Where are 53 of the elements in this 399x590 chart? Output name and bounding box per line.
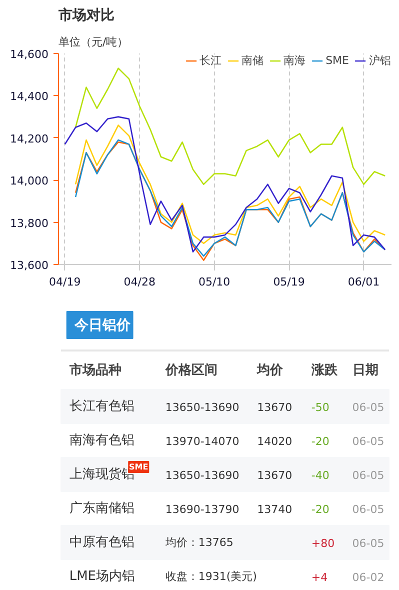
category-label: 价格区间: [164, 363, 218, 378]
y-tick-label: 14,200: [10, 132, 49, 146]
text: -20: [311, 503, 330, 516]
text: -40: [311, 469, 330, 482]
text: 均价：13765: [165, 536, 234, 549]
y-tick-label: 13,800: [10, 216, 49, 230]
text: 06-05: [352, 435, 384, 448]
legend-label: 沪铝: [369, 53, 391, 68]
legend-label: 南储: [242, 53, 264, 68]
legend-label: 长江: [200, 53, 222, 68]
text: -50: [311, 401, 330, 414]
x-tick-label: 05/10: [198, 276, 230, 288]
text: 收盘：1931(美元): [165, 570, 257, 583]
x-tick-label: 06/01: [348, 276, 380, 288]
x-tick-label: 05/19: [273, 276, 305, 288]
category-label: 涨跌: [310, 363, 338, 378]
text: +80: [311, 537, 335, 550]
text: 06-05: [352, 503, 384, 516]
category-label: LME场内铝: [69, 569, 136, 584]
text: -20: [311, 435, 330, 448]
text: 13670: [257, 401, 292, 414]
chart-title: 市场对比: [58, 6, 114, 24]
text: 今日铝价: [73, 318, 132, 334]
category-label: 均价: [256, 363, 284, 378]
text: 06-05: [352, 401, 384, 414]
text: 13970-14070: [165, 435, 240, 448]
y-tick-label: 14,000: [10, 174, 49, 188]
text: 06-05: [352, 469, 384, 482]
text: 13740: [257, 503, 292, 516]
y-tick-label: 14,400: [10, 90, 49, 104]
text: 06-05: [352, 537, 384, 550]
text: SME: [129, 462, 148, 472]
y-axis-title: 单位（元/吨）: [58, 36, 128, 48]
category-label: 南海有色铝: [69, 433, 134, 448]
category-label: 长江有色铝: [69, 399, 134, 414]
legend-label: 南海: [284, 53, 306, 68]
text: 13690-13790: [165, 503, 240, 516]
category-label: 日期: [352, 363, 378, 378]
text: 14020: [257, 435, 292, 448]
text: 13670: [257, 469, 292, 482]
x-tick-label: 04/19: [49, 276, 81, 288]
category-label: 广东南储铝: [69, 501, 134, 516]
text: 13650-13690: [165, 469, 240, 482]
line-series: [74, 68, 386, 185]
y-tick-label: 14,600: [10, 48, 49, 61]
text: 13650-13690: [165, 401, 240, 414]
text: +4: [311, 571, 328, 584]
text: 06-02: [352, 571, 384, 584]
x-tick-label: 04/28: [124, 276, 156, 288]
y-tick-label: 13,600: [10, 259, 49, 272]
category-label: 市场品种: [68, 362, 122, 378]
legend-label: SME: [326, 54, 349, 67]
category-label: 中原有色铝: [69, 535, 134, 550]
